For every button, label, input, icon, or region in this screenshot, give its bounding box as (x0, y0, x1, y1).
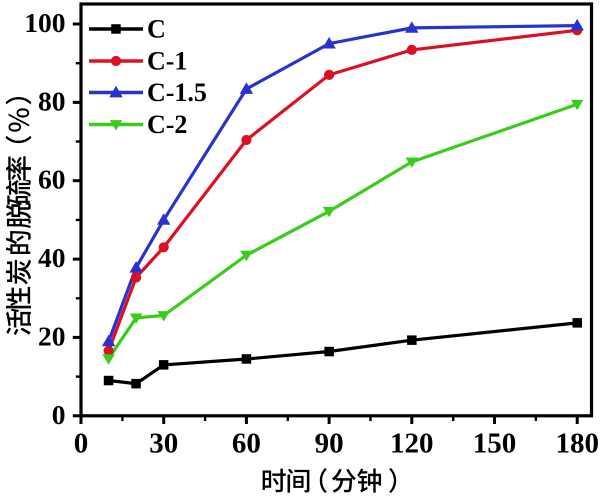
svg-text:0: 0 (52, 399, 66, 430)
svg-text:180: 180 (555, 427, 599, 459)
svg-text:30: 30 (149, 427, 178, 459)
svg-text:0: 0 (74, 427, 89, 459)
svg-text:40: 40 (38, 242, 66, 273)
svg-text:100: 100 (24, 7, 65, 38)
svg-text:80: 80 (38, 85, 66, 116)
svg-text:60: 60 (232, 427, 261, 459)
svg-text:C: C (147, 15, 166, 44)
svg-text:60: 60 (38, 164, 66, 195)
svg-text:C-2: C-2 (147, 110, 187, 139)
svg-text:20: 20 (38, 320, 66, 351)
svg-text:90: 90 (315, 427, 344, 459)
svg-text:150: 150 (473, 427, 517, 459)
svg-text:C-1: C-1 (147, 47, 187, 76)
svg-text:120: 120 (390, 427, 434, 459)
svg-text:C-1.5: C-1.5 (147, 78, 207, 107)
